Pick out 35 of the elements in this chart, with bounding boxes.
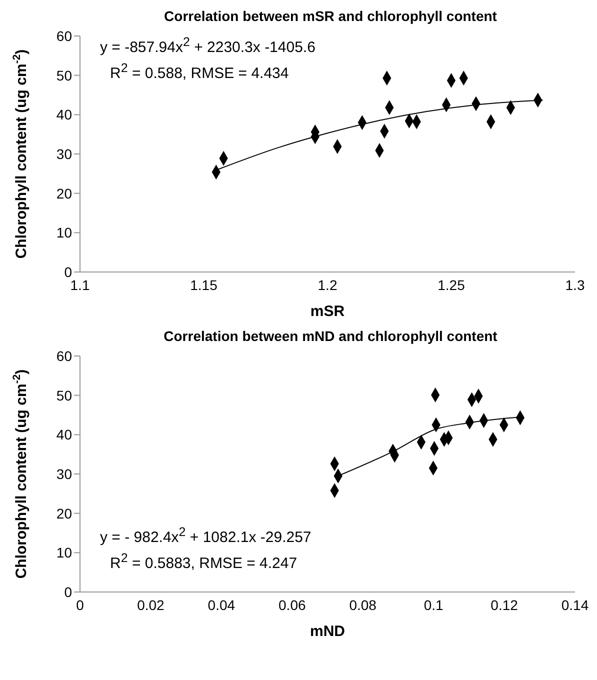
y-tick-label: 20 xyxy=(56,505,72,522)
y-tick-label: 50 xyxy=(56,387,72,404)
y-tick-label: 10 xyxy=(56,224,72,241)
chart-title: Correlation between mSR and chlorophyll content xyxy=(163,8,498,26)
x-tick-label: 1.2 xyxy=(318,276,338,293)
x-tick-label: 0.1 xyxy=(424,596,444,613)
y-tick-label: 20 xyxy=(56,185,72,202)
x-tick-label: 0.14 xyxy=(561,596,589,613)
x-tick-label: 1.15 xyxy=(190,276,218,293)
y-tick-label: 40 xyxy=(56,106,72,123)
annotation: R$^{2}$ = 0.5883, RMSE = 4.247 xyxy=(109,550,298,574)
y-tick-label: 0 xyxy=(64,264,72,280)
annotation: R$^{2}$ = 0.588, RMSE = 4.434 xyxy=(109,60,290,84)
y-tick-label: 10 xyxy=(56,544,72,561)
x-tick-label: 0.04 xyxy=(208,596,236,613)
x-tick-label: 0.02 xyxy=(137,596,165,613)
y-tick-label: 60 xyxy=(56,348,72,364)
x-tick-label: 1.3 xyxy=(565,276,585,293)
x-tick-label: 0.12 xyxy=(490,596,518,613)
chart-title: Correlation between mND and chlorophyll content xyxy=(162,328,498,346)
annotation: y = -857.94x$^{2}$ + 2230.3x -1405.6 xyxy=(100,34,316,58)
y-tick-label: 40 xyxy=(56,426,72,443)
y-tick-label: 30 xyxy=(56,466,72,482)
x-tick-label: 0 xyxy=(76,596,84,613)
x-tick-label: 1.25 xyxy=(438,276,466,293)
annotation: y = - 982.4x$^{2}$ + 1082.1x -29.257 xyxy=(100,524,312,548)
x-tick-label: 1.1 xyxy=(70,276,90,293)
y-tick-label: 30 xyxy=(56,146,72,162)
x-axis-title: mND xyxy=(310,623,346,640)
y-tick-label: 0 xyxy=(64,584,72,600)
y-tick-label: 60 xyxy=(56,28,72,44)
x-tick-label: 0.06 xyxy=(278,596,306,613)
x-axis-title: mSR xyxy=(310,303,345,320)
y-tick-label: 50 xyxy=(56,67,72,84)
x-tick-label: 0.08 xyxy=(349,596,377,613)
